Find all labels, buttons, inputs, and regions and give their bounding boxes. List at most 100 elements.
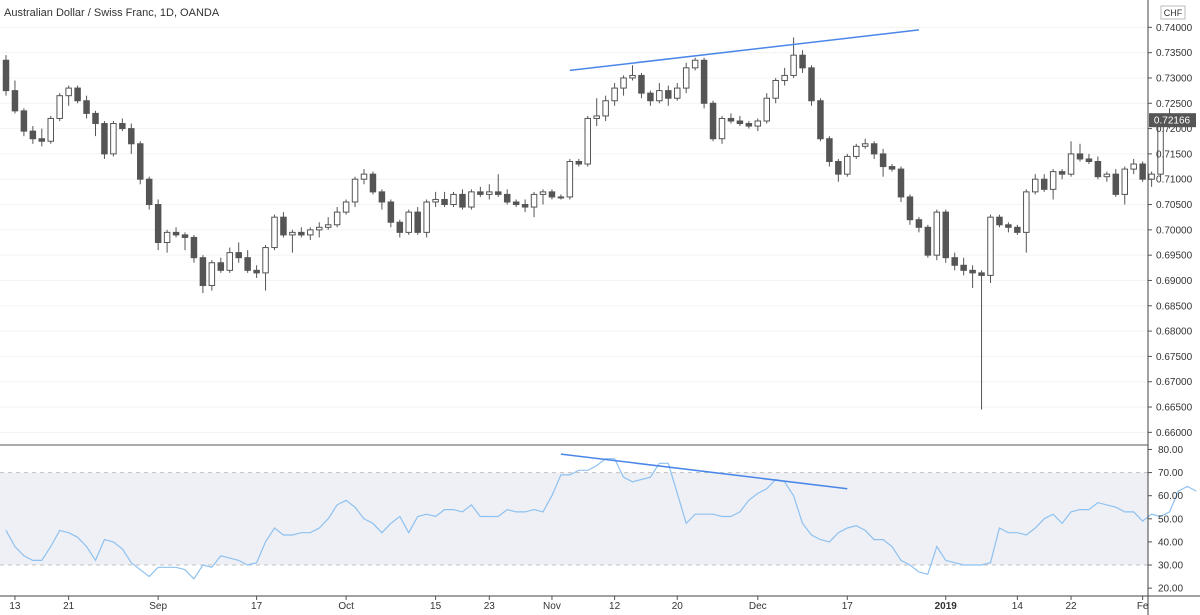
candle-body (969, 269, 976, 274)
candlestick (602, 95, 609, 121)
candlestick (1049, 169, 1057, 200)
candle-body (906, 196, 914, 221)
candlestick (638, 72, 645, 99)
candlestick (423, 199, 430, 238)
candle-body (172, 231, 180, 236)
candle-body (1094, 160, 1102, 178)
candle-body (799, 54, 806, 69)
candle-body (56, 95, 63, 119)
candle-body (280, 216, 287, 236)
candlestick (405, 209, 412, 235)
candlestick (665, 85, 672, 106)
time-tick-label: 2019 (935, 601, 958, 612)
candlestick (557, 194, 565, 200)
candle-body (960, 264, 967, 271)
candlestick (11, 80, 19, 114)
candlestick (253, 265, 260, 278)
rsi-line (5, 458, 1197, 580)
rsi-tick-label: 40.00 (1158, 537, 1183, 548)
candlestick (620, 75, 627, 96)
rsi-tick-label: 50.00 (1158, 514, 1183, 525)
candle-body (844, 155, 851, 175)
candlestick (378, 189, 386, 210)
candlestick (280, 212, 287, 238)
candle-body (432, 198, 439, 203)
last-price-badge: 0.72166 (1149, 113, 1196, 128)
price-tick-label: 0.66000 (1156, 428, 1193, 439)
candlestick (1005, 222, 1012, 233)
candle-body (727, 117, 735, 122)
candlestick (83, 95, 90, 119)
candlestick (709, 100, 717, 142)
candle-body (351, 178, 359, 203)
candle-body (387, 201, 395, 223)
candle-body (459, 193, 466, 208)
candlestick (566, 158, 574, 200)
candlestick (888, 164, 896, 172)
candlestick (656, 83, 663, 104)
rsi-tick-label: 70.00 (1158, 468, 1183, 479)
candle-body (253, 269, 260, 274)
candlestick (477, 186, 484, 197)
candle-body (808, 67, 815, 102)
candlestick (969, 265, 976, 289)
candlestick (38, 128, 46, 147)
candle-body (575, 160, 583, 165)
candle-body (137, 143, 144, 180)
candlestick (736, 115, 744, 127)
candlestick (1112, 169, 1120, 197)
candle-body (888, 166, 896, 170)
candle-body (145, 178, 153, 206)
candlestick (298, 227, 305, 238)
price-trendline (569, 29, 919, 72)
candle-body (226, 252, 233, 271)
candlestick (441, 191, 448, 208)
candle-body (450, 193, 457, 206)
last-price-label: 0.72166 (1154, 116, 1191, 127)
candlestick (2, 55, 10, 96)
candle-body (897, 168, 905, 198)
candlestick (879, 148, 887, 177)
candlestick (333, 207, 341, 228)
time-tick-label: 20 (672, 601, 684, 612)
candle-body (441, 198, 448, 206)
candlestick (718, 115, 726, 144)
candlestick (521, 199, 529, 213)
candlestick (101, 120, 108, 159)
candlestick (593, 98, 600, 127)
candle-body (92, 112, 99, 125)
time-tick-label: 21 (63, 601, 75, 612)
candlestick (1130, 158, 1137, 175)
candle-body (119, 123, 126, 130)
candle-body (1032, 178, 1039, 193)
candle-body (978, 272, 985, 276)
candle-body (942, 211, 949, 259)
candle-body (181, 234, 189, 238)
price-tick-label: 0.68000 (1156, 327, 1193, 338)
time-tick-label: 13 (9, 601, 21, 612)
candlestick (1139, 161, 1146, 182)
candle-body (1058, 171, 1066, 175)
candle-body (38, 138, 46, 142)
candlestick (432, 191, 439, 208)
rsi-tick-label: 60.00 (1158, 491, 1183, 502)
candle-body (324, 224, 332, 228)
candle-body (1014, 226, 1021, 233)
candle-body (566, 160, 574, 198)
candle-body (512, 201, 520, 206)
candle-body (691, 59, 699, 69)
candlestick (539, 189, 547, 205)
candle-body (333, 211, 341, 226)
currency-badge: CHF (1160, 5, 1186, 20)
candlestick (342, 199, 350, 215)
candle-body (486, 191, 493, 195)
price-tick-label: 0.69500 (1156, 251, 1193, 262)
candle-body (593, 115, 600, 119)
candle-body (199, 257, 207, 287)
candlestick (20, 108, 28, 137)
chart-title: Australian Dollar / Swiss Franc, 1D, OAN… (4, 7, 220, 19)
candle-body (745, 123, 753, 127)
candle-body (700, 59, 708, 104)
candlestick (199, 255, 207, 294)
candle-body (405, 211, 412, 233)
